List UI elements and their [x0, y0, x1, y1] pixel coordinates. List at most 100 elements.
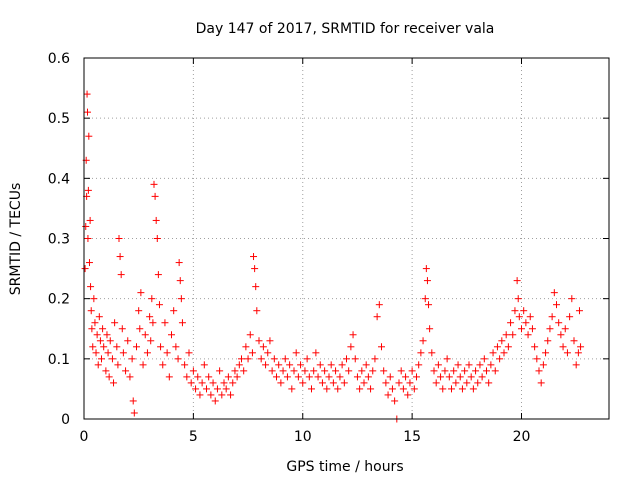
data-point — [172, 343, 180, 351]
data-point — [546, 325, 554, 333]
data-point — [283, 373, 291, 381]
data-point — [550, 289, 558, 297]
data-point — [327, 361, 335, 369]
data-point — [483, 367, 490, 375]
data-point — [544, 337, 552, 345]
data-point — [310, 367, 318, 375]
data-point — [187, 379, 195, 387]
data-point — [233, 373, 241, 381]
data-point — [404, 391, 412, 399]
data-point — [100, 343, 108, 351]
x-axis-label: GPS time / hours — [286, 459, 403, 475]
data-point — [485, 379, 493, 387]
data-point — [378, 343, 385, 351]
data-point — [402, 373, 410, 381]
data-point — [288, 385, 296, 393]
data-point — [423, 277, 431, 285]
data-point — [255, 337, 263, 345]
data-point — [240, 367, 248, 375]
data-point — [489, 349, 497, 357]
data-point — [216, 367, 224, 375]
data-point — [461, 367, 469, 375]
data-point — [115, 235, 123, 242]
data-point — [533, 355, 541, 363]
data-point — [452, 379, 460, 387]
data-point — [520, 307, 528, 315]
data-point — [181, 361, 189, 369]
data-point — [273, 373, 280, 381]
data-point — [561, 325, 569, 333]
data-point — [189, 367, 197, 375]
data-point — [325, 373, 333, 381]
data-point — [83, 90, 91, 98]
data-point — [86, 216, 94, 224]
data-point — [93, 331, 101, 339]
data-point — [106, 337, 114, 345]
data-point — [235, 361, 243, 369]
data-point — [259, 343, 267, 351]
data-point — [454, 361, 462, 369]
data-point — [441, 367, 449, 375]
data-point — [264, 349, 272, 357]
data-point — [316, 361, 324, 369]
chart-title: Day 147 of 2017, SRMTID for receiver val… — [196, 21, 495, 37]
data-point — [286, 361, 294, 369]
data-point — [205, 373, 213, 381]
data-point — [143, 349, 151, 357]
data-point — [323, 385, 331, 393]
data-point — [399, 385, 407, 393]
data-point — [290, 367, 298, 375]
data-point — [465, 361, 473, 369]
data-point — [136, 325, 144, 333]
data-point — [90, 295, 98, 303]
data-point — [413, 373, 420, 381]
data-point — [448, 385, 455, 393]
data-point — [410, 385, 418, 393]
data-point — [522, 319, 530, 327]
data-point — [362, 361, 370, 369]
data-point — [526, 313, 534, 321]
data-point — [467, 373, 475, 381]
data-point — [493, 343, 501, 351]
data-point — [128, 355, 136, 363]
data-point — [343, 355, 350, 363]
data-point — [566, 313, 574, 321]
data-point — [548, 313, 556, 321]
data-point — [439, 385, 447, 393]
data-point — [95, 313, 103, 321]
data-point — [150, 180, 158, 188]
data-point — [458, 385, 466, 393]
data-point — [487, 361, 495, 369]
data-point — [250, 253, 258, 261]
data-point — [151, 192, 159, 200]
data-point — [443, 355, 451, 363]
plot-frame — [83, 57, 610, 420]
data-point — [364, 373, 372, 381]
data-point — [507, 319, 515, 327]
data-point — [113, 343, 121, 351]
data-point — [391, 397, 399, 405]
data-point — [375, 301, 383, 309]
data-point — [347, 343, 355, 351]
data-point — [349, 331, 357, 339]
data-point — [244, 355, 252, 363]
data-point — [408, 367, 416, 375]
data-point — [89, 343, 97, 351]
data-point — [514, 295, 522, 303]
x-tick-label: 20 — [513, 429, 531, 445]
data-point — [238, 355, 245, 363]
data-point — [118, 325, 126, 333]
data-point — [141, 331, 149, 339]
data-point — [496, 355, 504, 363]
data-point — [297, 361, 305, 369]
data-point — [338, 361, 346, 369]
data-point — [207, 391, 215, 399]
data-point — [472, 367, 480, 375]
data-point — [224, 373, 232, 381]
data-point — [111, 319, 119, 327]
data-point — [568, 295, 576, 303]
data-point — [358, 367, 366, 375]
data-point — [476, 361, 484, 369]
data-point — [85, 259, 93, 267]
data-point — [539, 361, 547, 369]
